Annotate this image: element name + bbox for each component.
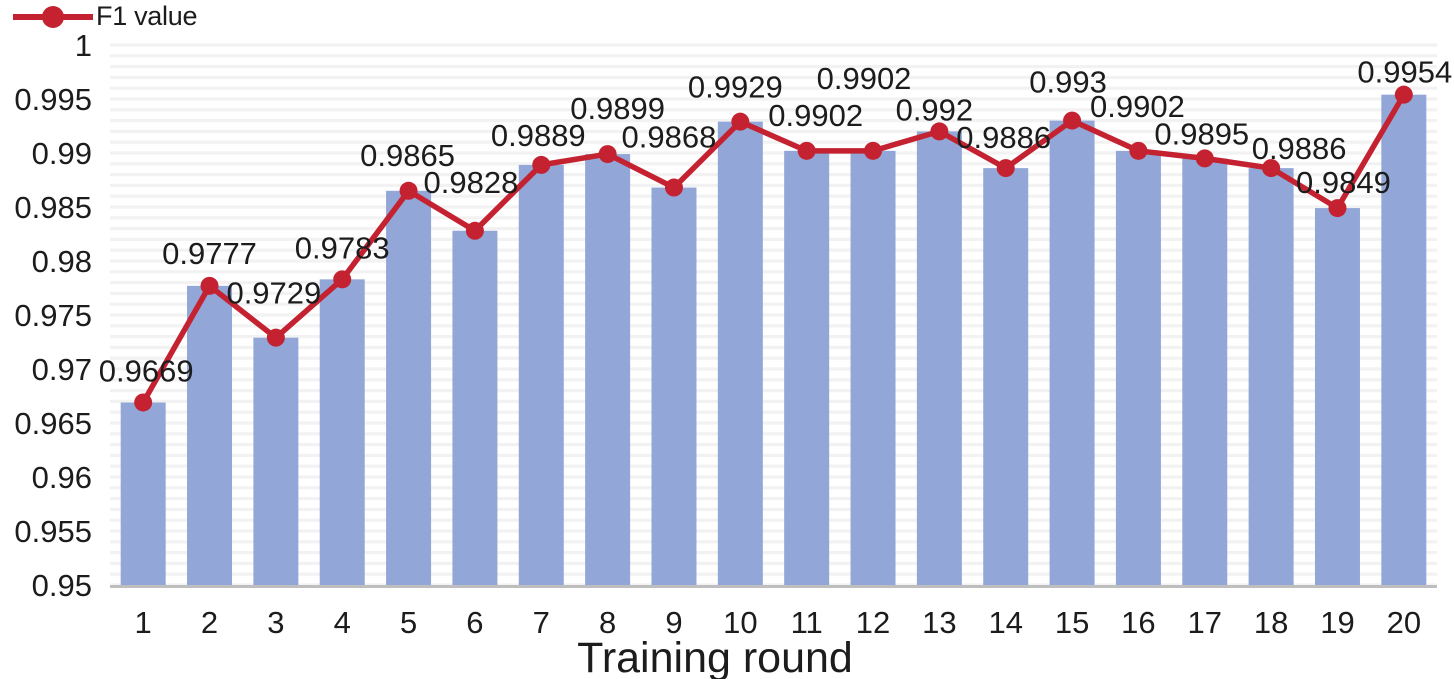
x-tick-label: 11 <box>791 605 823 640</box>
x-tick-label: 14 <box>988 605 1022 640</box>
bar-round-5 <box>386 190 432 586</box>
data-label: 0.9729 <box>226 276 321 311</box>
bar-round-12 <box>850 150 896 585</box>
f1-marker-round-8 <box>598 145 617 164</box>
y-tick-label: 0.975 <box>14 298 92 333</box>
x-tick-label: 10 <box>723 605 757 640</box>
bar-round-17 <box>1182 158 1228 585</box>
bar-round-6 <box>452 230 498 585</box>
data-label: 0.9865 <box>360 138 455 173</box>
legend-label: F1 value <box>96 1 198 31</box>
data-label: 0.9889 <box>491 118 586 153</box>
bar-round-14 <box>983 168 1029 585</box>
f1-marker-round-16 <box>1129 141 1148 160</box>
bar-round-3 <box>253 337 299 585</box>
f1-line-series <box>140 93 1407 404</box>
f1-marker-round-18 <box>1262 159 1281 178</box>
f1-marker-round-14 <box>996 159 1015 178</box>
y-tick-label: 0.965 <box>14 406 92 441</box>
x-tick-label: 13 <box>922 605 956 640</box>
data-label: 0.9902 <box>1090 89 1185 124</box>
bar-round-13 <box>916 131 962 585</box>
data-label: 0.9849 <box>1296 165 1391 200</box>
f1-marker-round-15 <box>1063 111 1082 130</box>
legend: F1 value <box>13 3 197 30</box>
f1-marker-round-9 <box>664 178 683 197</box>
data-label: 0.9777 <box>162 236 257 271</box>
f1-marker-round-6 <box>465 221 484 240</box>
x-tick-label: 15 <box>1055 605 1089 640</box>
legend-line-marker-icon <box>13 5 93 28</box>
f1-marker-round-10 <box>731 112 750 131</box>
bar-round-8 <box>585 154 631 585</box>
data-label: 0.9886 <box>1252 131 1347 166</box>
f1-marker-round-3 <box>266 328 285 347</box>
bar-round-9 <box>651 187 697 585</box>
data-label: 0.9783 <box>295 230 390 265</box>
data-label: 0.9868 <box>622 120 717 155</box>
x-tick-label: 12 <box>856 605 890 640</box>
x-tick-label: 1 <box>135 605 152 640</box>
bar-round-2 <box>187 285 233 585</box>
f1-marker-round-20 <box>1394 85 1413 104</box>
y-tick-label: 0.995 <box>14 82 92 117</box>
x-tick-label: 17 <box>1188 605 1222 640</box>
data-label: 0.9929 <box>688 70 783 105</box>
x-tick-label: 18 <box>1254 605 1288 640</box>
y-tick-label: 0.97 <box>32 352 92 387</box>
bar-round-10 <box>717 121 763 586</box>
bar-round-11 <box>784 150 830 585</box>
y-tick-label: 0.955 <box>14 514 92 549</box>
bar-round-20 <box>1381 94 1427 586</box>
x-tick-label: 7 <box>533 605 550 640</box>
y-tick-label: 1 <box>75 28 92 63</box>
bar-round-7 <box>518 164 564 585</box>
x-axis-title: Training round <box>577 634 853 679</box>
y-tick-label: 0.98 <box>32 244 92 279</box>
f1-marker-round-12 <box>864 141 883 160</box>
bar-round-15 <box>1049 120 1095 585</box>
f1-marker-round-4 <box>333 270 352 289</box>
f1-marker-round-5 <box>399 181 418 200</box>
f1-marker-round-2 <box>200 276 219 295</box>
y-tick-label: 0.99 <box>32 136 92 171</box>
x-tick-label: 8 <box>599 605 616 640</box>
x-tick-label: 3 <box>267 605 284 640</box>
bar-round-4 <box>319 279 365 585</box>
x-tick-label: 2 <box>201 605 218 640</box>
bar-round-18 <box>1248 168 1294 585</box>
bar-round-1 <box>120 402 166 585</box>
data-label: 0.9899 <box>570 91 665 126</box>
data-label: 0.9895 <box>1154 116 1249 151</box>
y-tick-label: 0.95 <box>32 568 92 603</box>
data-label: 0.9954 <box>1357 55 1452 90</box>
data-label: 0.992 <box>896 92 974 127</box>
bar-round-19 <box>1314 208 1360 585</box>
x-tick-label: 16 <box>1121 605 1155 640</box>
x-tick-label: 5 <box>400 605 417 640</box>
legend-dot-icon <box>42 5 64 28</box>
f1-marker-round-11 <box>797 141 816 160</box>
data-label: 0.9828 <box>424 165 519 200</box>
bar-round-16 <box>1115 150 1161 585</box>
f1-marker-round-1 <box>134 393 153 412</box>
y-tick-label: 0.96 <box>32 460 92 495</box>
x-tick-label: 4 <box>334 605 351 640</box>
data-label: 0.9886 <box>956 120 1051 155</box>
data-label: 0.9669 <box>99 353 194 388</box>
y-tick-label: 0.985 <box>14 190 92 225</box>
data-label: 0.9902 <box>768 98 863 133</box>
f1-marker-round-17 <box>1195 149 1214 168</box>
data-label: 0.9902 <box>817 61 912 96</box>
x-tick-label: 19 <box>1320 605 1354 640</box>
f1-marker-round-7 <box>532 155 551 174</box>
f1-marker-round-13 <box>930 122 949 141</box>
data-label: 0.993 <box>1029 65 1107 100</box>
x-tick-label: 9 <box>665 605 682 640</box>
x-tick-label: 6 <box>466 605 483 640</box>
x-tick-label: 20 <box>1387 605 1421 640</box>
f1-marker-round-19 <box>1328 199 1347 218</box>
